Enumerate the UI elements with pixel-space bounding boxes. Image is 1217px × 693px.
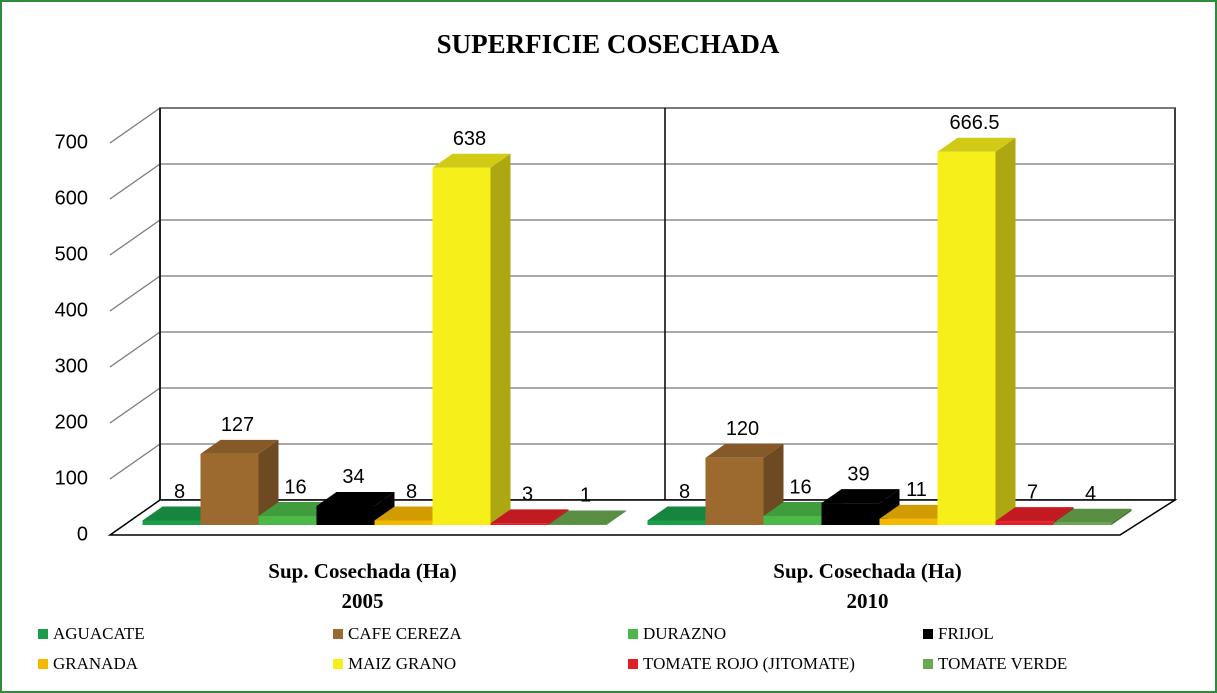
x-tick-label: Sup. Cosechada (Ha): [268, 559, 456, 583]
bar-front: [548, 524, 607, 525]
legend-swatch: [38, 629, 48, 639]
bar-top: [995, 507, 1074, 522]
data-label: 127: [221, 414, 254, 436]
y-tick-label: 200: [55, 411, 88, 433]
bar-top: [821, 489, 900, 504]
data-label: 666.5: [949, 112, 999, 134]
legend-swatch: [923, 629, 933, 639]
bar-front: [258, 516, 317, 525]
legend-swatch: [628, 659, 638, 669]
bar-front: [374, 520, 433, 525]
y-tick-label: 700: [55, 131, 88, 153]
bar-top: [705, 443, 784, 458]
bar-side: [763, 443, 784, 525]
x-tick-label: 2005: [342, 589, 384, 613]
bar-top: [490, 509, 569, 524]
data-label: 3: [522, 484, 533, 506]
bar-top: [200, 439, 279, 454]
legend-label: DURAZNO: [643, 624, 726, 643]
x-tick-label: 2010: [847, 589, 889, 613]
bar: [937, 137, 1016, 525]
bar-side: [258, 439, 279, 525]
data-label: 1: [580, 485, 591, 507]
bar-front: [937, 151, 996, 525]
bar: [1053, 508, 1132, 525]
bar-side: [995, 137, 1016, 525]
data-label: 7: [1027, 481, 1038, 503]
bar-front: [647, 520, 706, 525]
bar-front: [200, 453, 259, 525]
bar-front: [879, 518, 938, 525]
bar-side: [490, 153, 511, 525]
bar: [316, 491, 395, 525]
data-label: 4: [1085, 483, 1096, 505]
bar-front: [1053, 522, 1112, 525]
bar-side: [374, 491, 395, 525]
legend-label: FRIJOL: [938, 624, 994, 643]
bar-front: [995, 521, 1054, 525]
bar-top: [937, 137, 1016, 152]
bar: [200, 439, 279, 525]
bar-top: [548, 510, 627, 525]
data-label: 39: [847, 463, 869, 485]
bar-front: [763, 516, 822, 525]
bar: [548, 510, 627, 525]
bar-top: [432, 153, 511, 168]
x-tick-label: Sup. Cosechada (Ha): [773, 559, 961, 583]
bar-top: [316, 491, 395, 506]
y-tick-label: 0: [77, 523, 88, 545]
legend-label: AGUACATE: [53, 624, 145, 643]
bar-front: [821, 503, 880, 525]
side-grid-line: [109, 443, 161, 480]
side-grid-line: [109, 107, 161, 144]
back-wall: [159, 107, 1176, 501]
data-label: 8: [174, 481, 185, 503]
data-label: 638: [453, 128, 486, 150]
legend-swatch: [38, 659, 48, 669]
y-tick-label: 300: [55, 355, 88, 377]
bar-top: [1053, 508, 1132, 523]
legend-swatch: [333, 629, 343, 639]
legend-swatch: [923, 659, 933, 669]
bar-front: [142, 520, 201, 525]
side-grid-line: [109, 275, 161, 312]
data-label: 8: [406, 481, 417, 503]
y-tick-label: 400: [55, 299, 88, 321]
legend-label: GRANADA: [53, 654, 139, 673]
legend-swatch: [628, 629, 638, 639]
legend-label: TOMATE VERDE: [938, 654, 1067, 673]
legend-label: TOMATE ROJO (JITOMATE): [643, 654, 855, 673]
bar: [995, 507, 1074, 525]
data-label: 11: [906, 479, 927, 501]
bar-side: [606, 510, 627, 525]
side-grid-line: [109, 163, 161, 200]
bar-front: [316, 505, 375, 525]
side-grid-line: [109, 387, 161, 424]
data-label: 16: [284, 476, 306, 498]
bar-side: [1111, 508, 1132, 525]
bar: [705, 443, 784, 525]
data-label: 34: [342, 466, 364, 488]
bar-front: [432, 167, 491, 525]
data-label: 120: [726, 418, 759, 440]
y-tick-label: 100: [55, 467, 88, 489]
chart-title: SUPERFICIE COSECHADA: [437, 29, 780, 59]
data-label: 8: [679, 481, 690, 503]
y-tick-label: 500: [55, 243, 88, 265]
data-label: 16: [789, 476, 811, 498]
bar: [432, 153, 511, 525]
y-tick-label: 600: [55, 187, 88, 209]
bar-front: [705, 457, 764, 525]
side-grid-line: [109, 331, 161, 368]
legend-swatch: [333, 659, 343, 669]
side-grid-line: [109, 219, 161, 256]
legend-label: MAIZ GRANO: [348, 654, 456, 673]
bar-front: [490, 523, 549, 525]
legend-label: CAFE CEREZA: [348, 624, 463, 643]
